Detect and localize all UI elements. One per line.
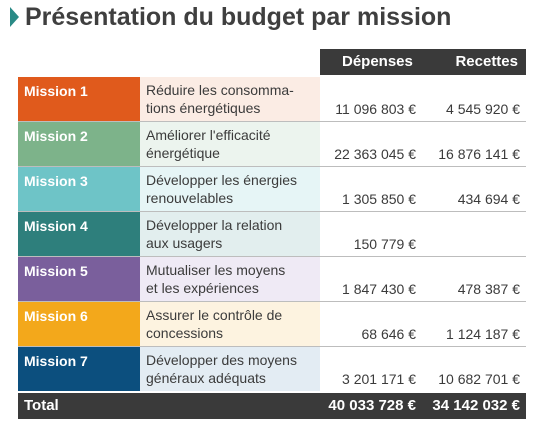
recettes-cell [416, 212, 520, 256]
mission-label: Mission 4 [18, 212, 140, 256]
mission-description: Réduire les consomma-tions énergétiques [140, 77, 320, 121]
header-recettes: Recettes [455, 53, 518, 70]
page-title: Présentation du budget par mission [25, 2, 452, 31]
mission-label: Mission 2 [18, 122, 140, 166]
mission-label: Mission 6 [18, 302, 140, 346]
total-row: Total 40 033 728 € 34 142 032 € [18, 393, 526, 419]
table-row: Mission 2 Améliorer l'efficacité énergéti… [18, 122, 526, 166]
recettes-cell: 4 545 920 € [446, 101, 520, 117]
mission-label: Mission 1 [18, 77, 140, 121]
row-divider [18, 121, 526, 122]
recettes-cell: 16 876 141 € [438, 146, 520, 162]
mission-description: Développer les énergies renouvelables [140, 167, 320, 211]
depenses-cell: 1 847 430 € [342, 281, 416, 297]
depenses-cell: 3 201 171 € [342, 371, 416, 387]
table-row: Mission 5 Mutualiser les moyens et les ex… [18, 257, 526, 301]
mission-label: Mission 7 [18, 347, 140, 391]
recettes-cell: 10 682 701 € [438, 371, 520, 387]
mission-description: Améliorer l'efficacité énergétique [140, 122, 320, 166]
recettes-cell: 434 694 € [457, 191, 520, 207]
depenses-cell: 68 646 € [361, 326, 417, 342]
mission-description: Assurer le contrôle de concessions [140, 302, 320, 346]
row-divider [18, 346, 526, 347]
depenses-cell: 1 305 850 € [342, 191, 416, 207]
depenses-cell: 150 779 € [353, 236, 416, 252]
row-divider [18, 301, 526, 302]
depenses-cell: 22 363 045 € [334, 146, 416, 162]
mission-description: Développer la relation aux usagers [140, 212, 320, 256]
mission-label: Mission 5 [18, 257, 140, 301]
total-depenses: 40 033 728 € [328, 397, 416, 414]
mission-description: Développer des moyens généraux adéquats [140, 347, 320, 391]
recettes-cell: 478 387 € [457, 281, 520, 297]
table-row: Mission 3 Développer les énergies renouve… [18, 167, 526, 211]
recettes-cell: 1 124 187 € [446, 326, 520, 342]
total-recettes: 34 142 032 € [432, 397, 520, 414]
total-label: Total [24, 397, 59, 414]
table-row: Mission 1 Réduire les consomma-tions éne… [18, 77, 526, 121]
table-header: Dépenses Recettes [320, 49, 526, 75]
row-divider [18, 211, 526, 212]
row-divider [18, 256, 526, 257]
table-row: Mission 6 Assurer le contrôle de concessi… [18, 302, 526, 346]
title-arrow-icon [10, 7, 19, 27]
mission-description: Mutualiser les moyens et les expériences [140, 257, 320, 301]
row-divider [18, 166, 526, 167]
table-row: Mission 7 Développer des moyens généraux … [18, 347, 526, 391]
mission-label: Mission 3 [18, 167, 140, 211]
header-depenses: Dépenses [342, 53, 413, 70]
table-row: Mission 4 Développer la relation aux usag… [18, 212, 526, 256]
depenses-cell: 11 096 803 € [335, 101, 416, 117]
title-bar: Présentation du budget par mission [10, 2, 451, 32]
